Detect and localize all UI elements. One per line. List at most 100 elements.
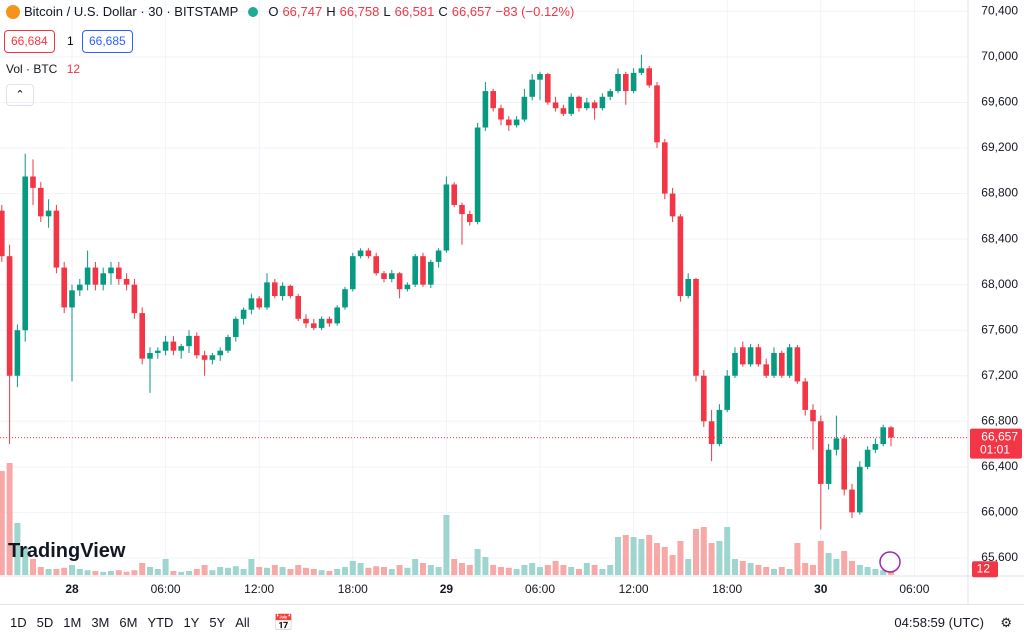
candle-body (607, 91, 613, 97)
status-dot (248, 6, 259, 17)
date-range-button[interactable]: 📅 (273, 614, 294, 632)
candle-body (724, 375, 730, 410)
candle-body (264, 282, 270, 308)
volume-bar (708, 543, 715, 575)
candle-body (170, 341, 177, 351)
volume-bar (22, 547, 29, 575)
x-tick-label: 06:00 (525, 582, 555, 596)
candle-body (810, 409, 816, 422)
volume-bar (139, 563, 146, 575)
candle-body (794, 347, 801, 382)
candle-body (716, 409, 723, 445)
volume-bar (201, 565, 208, 575)
candle-body (825, 449, 832, 484)
candle-body (6, 256, 13, 376)
candle-body (849, 489, 855, 513)
volume-bar (295, 565, 302, 575)
candle-body (303, 318, 309, 324)
volume-bar (513, 569, 520, 575)
candle-body (747, 347, 754, 365)
volume-bar (880, 570, 887, 575)
candle-body (357, 250, 364, 257)
volume-bar (412, 559, 419, 575)
range-button[interactable]: 1Y (183, 615, 200, 630)
volume-bar (115, 570, 122, 575)
volume-bar (123, 571, 130, 575)
candle-body (155, 350, 161, 353)
candle-body (568, 96, 574, 114)
symbol[interactable]: Bitcoin / U.S. Dollar · 30 · BITSTAMP (24, 4, 239, 19)
candle-body (279, 285, 286, 297)
volume-bar (162, 559, 169, 575)
range-button[interactable]: All (235, 615, 250, 630)
high: 66,758 (339, 4, 380, 19)
range-button[interactable]: 1D (10, 615, 27, 630)
candle-body (779, 352, 785, 376)
candle-body (740, 347, 746, 365)
collapse-button[interactable]: ⌃ (6, 84, 34, 106)
volume-bar (310, 569, 317, 575)
buy-price[interactable]: 66,685 (82, 30, 133, 53)
range-button[interactable]: 5D (36, 615, 54, 630)
candle-body (599, 96, 606, 109)
volume-bar (100, 571, 107, 575)
candle-body (123, 278, 130, 285)
candle-body (552, 102, 559, 109)
range-button[interactable]: 3M (91, 615, 110, 630)
volume-bar (365, 567, 372, 575)
volume-bar (186, 571, 192, 575)
candle-body (467, 214, 473, 223)
volume-bar (108, 571, 114, 575)
candle-body (545, 74, 551, 103)
candle-body (326, 318, 333, 324)
range-button[interactable]: 5Y (209, 615, 226, 630)
settings-button[interactable]: ⚙ (1000, 614, 1012, 630)
candle-body (701, 375, 707, 422)
candle-body (69, 290, 75, 308)
candle-body (771, 352, 777, 376)
volume-bar (256, 567, 263, 575)
candle-body (420, 256, 426, 285)
candle-body (880, 427, 886, 445)
volume-last-box (972, 561, 998, 578)
volume-bar (732, 559, 738, 575)
candle-body (233, 318, 239, 338)
candle-body (38, 187, 44, 217)
candle-body (61, 267, 67, 308)
candle-body (786, 347, 793, 376)
volume-bar (92, 571, 99, 575)
candle-body (654, 85, 660, 143)
range-button[interactable]: YTD (147, 615, 174, 630)
volume-bar (0, 471, 5, 575)
candle-body (888, 427, 894, 438)
candle-body (178, 346, 184, 351)
volume-bar (287, 569, 294, 575)
volume-bar (318, 570, 325, 575)
volume-bar (817, 541, 824, 575)
sell-price[interactable]: 66,684 (4, 30, 55, 53)
candle-body (708, 421, 715, 445)
candle-body (638, 68, 645, 73)
volume-bar (396, 565, 403, 575)
volume-bar (537, 567, 543, 575)
x-tick-label: 29 (440, 582, 454, 596)
volume-bar (654, 543, 660, 575)
volume-bar (45, 569, 52, 575)
candle-body (802, 381, 808, 410)
y-tick-label: 66,000 (981, 505, 1018, 519)
candle-body (209, 355, 216, 360)
range-button[interactable]: 6M (119, 615, 138, 630)
range-button[interactable]: 1M (63, 615, 82, 630)
y-tick-label: 70,000 (981, 49, 1018, 63)
change: −83 (−0.12%) (495, 4, 575, 19)
volume-last-label: 12 (977, 561, 991, 575)
candle-body (350, 256, 356, 290)
volume-bar (271, 565, 278, 575)
volume-bar (154, 569, 161, 575)
candle-body (295, 296, 301, 319)
candle-body (677, 216, 684, 297)
volume-bar (716, 541, 723, 575)
last-price-box (970, 428, 1022, 459)
